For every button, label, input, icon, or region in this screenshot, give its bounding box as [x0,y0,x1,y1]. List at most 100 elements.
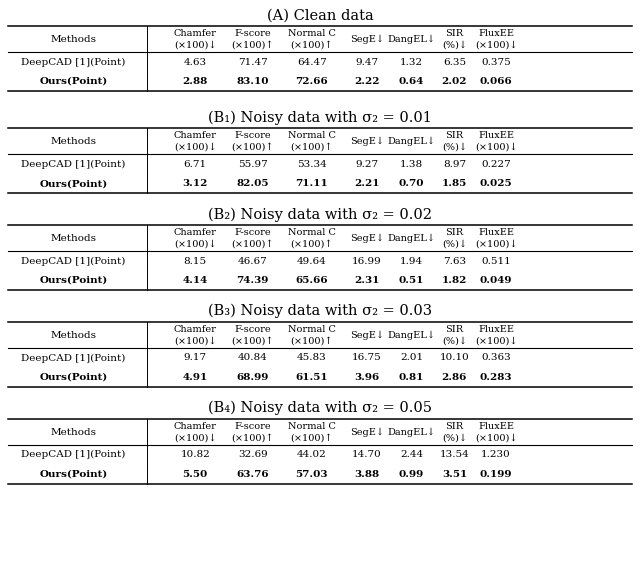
Text: Methods: Methods [51,428,97,437]
Text: 3.88: 3.88 [354,470,380,479]
Text: 53.34: 53.34 [297,160,326,169]
Text: Methods: Methods [51,137,97,146]
Text: (×100)↑: (×100)↑ [232,40,274,50]
Text: 82.05: 82.05 [237,179,269,188]
Text: (%)↓: (%)↓ [442,336,467,345]
Text: F-score: F-score [234,422,271,431]
Text: Normal C: Normal C [288,131,335,140]
Text: 8.15: 8.15 [184,256,207,266]
Text: SegE↓: SegE↓ [349,35,384,44]
Text: 6.71: 6.71 [184,160,207,169]
Text: SIR: SIR [445,325,463,334]
Text: 9.47: 9.47 [355,58,378,67]
Text: (×100)↓: (×100)↓ [475,433,517,442]
Text: Methods: Methods [51,35,97,44]
Text: (%)↓: (%)↓ [442,433,467,442]
Text: 2.01: 2.01 [400,353,423,363]
Text: (B₄) Noisy data with σ₂ = 0.05: (B₄) Noisy data with σ₂ = 0.05 [208,401,432,416]
Text: (×100)↑: (×100)↑ [232,239,274,249]
Text: Chamfer: Chamfer [174,131,216,140]
Text: 6.35: 6.35 [443,58,466,67]
Text: 16.75: 16.75 [352,353,381,363]
Text: Ours(Point): Ours(Point) [40,179,108,188]
Text: DeepCAD [1](Point): DeepCAD [1](Point) [21,58,126,67]
Text: 0.81: 0.81 [399,373,424,382]
Text: 5.50: 5.50 [182,470,208,479]
Text: (×100)↓: (×100)↓ [174,40,216,50]
Text: Methods: Methods [51,234,97,243]
Text: 9.17: 9.17 [184,353,207,363]
Text: SIR: SIR [445,422,463,431]
Text: 55.97: 55.97 [238,160,268,169]
Text: 0.199: 0.199 [480,470,512,479]
Text: 71.47: 71.47 [238,58,268,67]
Text: 46.67: 46.67 [238,256,268,266]
Text: 0.049: 0.049 [480,276,512,285]
Text: (B₂) Noisy data with σ₂ = 0.02: (B₂) Noisy data with σ₂ = 0.02 [208,207,432,222]
Text: DangEL↓: DangEL↓ [388,137,435,146]
Text: Ours(Point): Ours(Point) [40,77,108,86]
Text: 0.025: 0.025 [480,179,512,188]
Text: 40.84: 40.84 [238,353,268,363]
Text: 16.99: 16.99 [352,256,381,266]
Text: SIR: SIR [445,29,463,38]
Text: 8.97: 8.97 [443,160,466,169]
Text: DangEL↓: DangEL↓ [388,234,435,243]
Text: Ours(Point): Ours(Point) [40,373,108,382]
Text: 3.12: 3.12 [182,179,208,188]
Text: (×100)↑: (×100)↑ [291,433,333,442]
Text: 2.02: 2.02 [442,77,467,86]
Text: 61.51: 61.51 [296,373,328,382]
Text: Ours(Point): Ours(Point) [40,470,108,479]
Text: 0.64: 0.64 [399,77,424,86]
Text: (×100)↓: (×100)↓ [174,336,216,345]
Text: (×100)↓: (×100)↓ [475,142,517,152]
Text: FluxEE: FluxEE [478,325,514,334]
Text: (×100)↑: (×100)↑ [232,336,274,345]
Text: SegE↓: SegE↓ [349,331,384,340]
Text: 65.66: 65.66 [296,276,328,285]
Text: 4.63: 4.63 [184,58,207,67]
Text: (×100)↑: (×100)↑ [291,40,333,50]
Text: 10.82: 10.82 [180,450,210,459]
Text: 14.70: 14.70 [352,450,381,459]
Text: 1.94: 1.94 [400,256,423,266]
Text: (×100)↓: (×100)↓ [475,239,517,249]
Text: 0.70: 0.70 [399,179,424,188]
Text: Chamfer: Chamfer [174,29,216,38]
Text: F-score: F-score [234,131,271,140]
Text: DangEL↓: DangEL↓ [388,35,435,44]
Text: SegE↓: SegE↓ [349,428,384,437]
Text: 0.066: 0.066 [479,77,513,86]
Text: 83.10: 83.10 [237,77,269,86]
Text: FluxEE: FluxEE [478,131,514,140]
Text: 1.38: 1.38 [400,160,423,169]
Text: (×100)↓: (×100)↓ [174,433,216,442]
Text: 45.83: 45.83 [297,353,326,363]
Text: Ours(Point): Ours(Point) [40,276,108,285]
Text: 4.91: 4.91 [182,373,208,382]
Text: (%)↓: (%)↓ [442,142,467,152]
Text: (%)↓: (%)↓ [442,239,467,249]
Text: 0.511: 0.511 [481,256,511,266]
Text: 1.32: 1.32 [400,58,423,67]
Text: (×100)↓: (×100)↓ [174,142,216,152]
Text: Methods: Methods [51,331,97,340]
Text: F-score: F-score [234,325,271,334]
Text: DeepCAD [1](Point): DeepCAD [1](Point) [21,256,126,266]
Text: 0.363: 0.363 [481,353,511,363]
Text: 2.88: 2.88 [182,77,208,86]
Text: 0.99: 0.99 [399,470,424,479]
Text: 13.54: 13.54 [440,450,469,459]
Text: 4.14: 4.14 [182,276,208,285]
Text: 0.283: 0.283 [480,373,512,382]
Text: 68.99: 68.99 [237,373,269,382]
Text: 2.22: 2.22 [354,77,380,86]
Text: (×100)↑: (×100)↑ [232,433,274,442]
Text: 71.11: 71.11 [295,179,328,188]
Text: (×100)↑: (×100)↑ [291,239,333,249]
Text: Normal C: Normal C [288,325,335,334]
Text: 2.31: 2.31 [354,276,380,285]
Text: (×100)↑: (×100)↑ [291,336,333,345]
Text: 1.82: 1.82 [442,276,467,285]
